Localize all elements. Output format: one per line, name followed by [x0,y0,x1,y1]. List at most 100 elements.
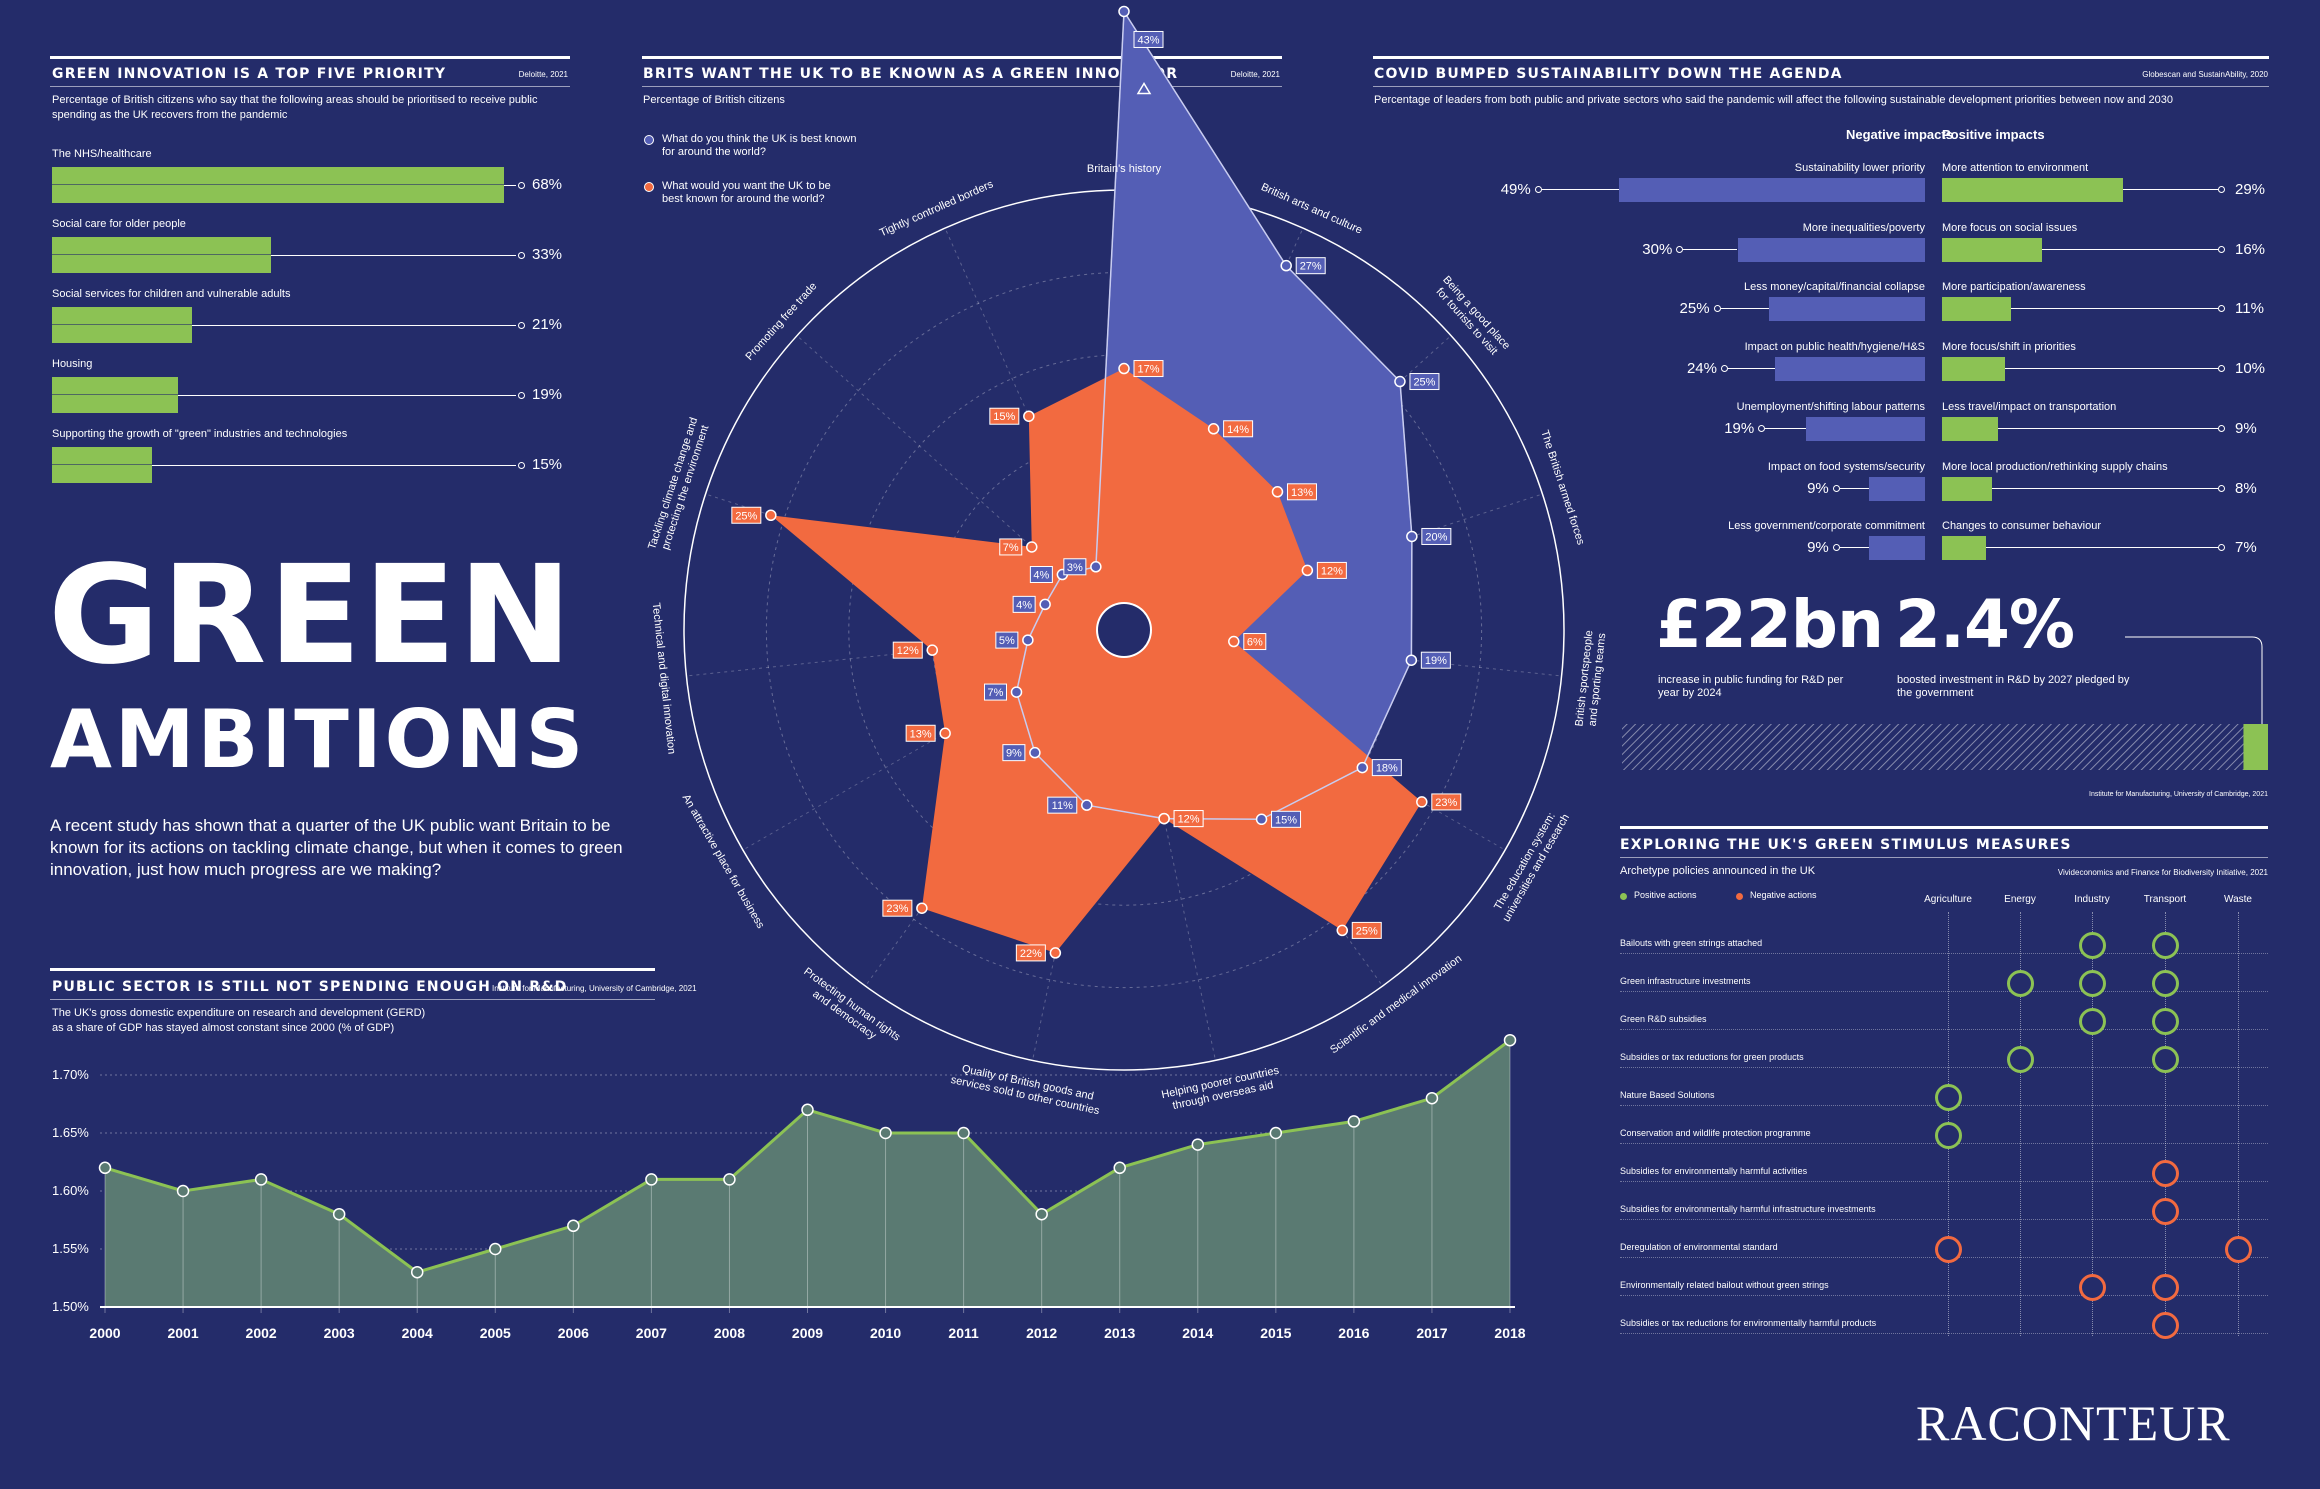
stimulus-positive-marker [2152,1008,2179,1035]
radar-point-want [1207,423,1220,435]
stimulus-column-header: Agriculture [1924,894,1972,905]
radar-value-known-label: 12% [1178,814,1200,826]
radar-category-text: Quality of British goods and [961,1063,1095,1103]
priority-bar-value: 33% [532,246,563,263]
positive-impact-value: 16% [2235,240,2266,258]
area-xtick-label: 2009 [792,1325,823,1341]
stimulus-row-line [1620,1333,2268,1334]
rnd-subtitle-line1: The UK's gross domestic expenditure on r… [52,1007,426,1019]
area-point [98,1161,112,1175]
positive-impact-leader [2010,308,2218,310]
radar-category-label: British arts and culture [1259,181,1364,236]
stimulus-row-label: Conservation and wildlife protection pro… [1620,1128,1811,1138]
radar-category-text: Scientific and medical innovation [1328,953,1464,1057]
area-xtick-label: 2016 [1338,1325,1369,1341]
radar-point-known [1118,5,1130,18]
radar-value-want: 12% [1316,561,1347,579]
radar-grid-ring [930,436,1318,824]
radar-spoke [1151,632,1562,677]
radar-category-label: Tightly controlled borders [878,178,996,239]
positive-impact-dot [2218,365,2225,373]
radar-value-known: 18% [1371,759,1402,777]
stimulus-positive-marker [1935,1122,1962,1149]
stimulus-row-label: Deregulation of environmental standard [1620,1242,1778,1252]
stimulus-row-label: Environmentally related bailout without … [1620,1280,1829,1290]
priority-bar-value: 68% [532,176,563,193]
priority-bar-dot [518,252,525,259]
area-point [801,1103,814,1117]
radar-spoke [944,227,1114,605]
radar-value-want: 17% [1133,360,1164,378]
radar-category-label: Britain's history [1087,163,1162,175]
gdp-connector [2125,636,2263,724]
positive-impact-label: More focus on social issues [1942,221,2078,234]
area-xtick-label: 2018 [1494,1325,1525,1341]
radar-grid-ring [765,271,1483,989]
positive-impact-bar [1942,476,1992,501]
radar-grid-ring [1013,519,1235,741]
rnd-rule [50,968,655,971]
stimulus-positive-marker [2079,970,2106,997]
radar-value-want: 23% [882,899,913,917]
priority-bar-dot [518,182,525,189]
radar-point-want [1118,362,1130,375]
negative-impact-label: Less money/capital/financial collapse [1744,281,1925,294]
negative-impact-leader [1839,487,1869,489]
positive-impact-value: 11% [2235,300,2264,318]
radar-grid-ring [683,189,1565,1071]
positive-impact-label: Changes to consumer behaviour [1942,520,2101,533]
stimulus-column-header: Energy [2004,894,2036,905]
radar-value-known-label: 19% [1425,655,1447,667]
area-xtick-label: 2000 [89,1325,120,1341]
radar-value-want: 6% [1243,633,1267,651]
radar-category-text: protecting the environment [660,424,712,552]
radar-point-want [1271,486,1284,498]
area-point [254,1173,268,1186]
radar-spoke [1147,643,1506,851]
radar-category-label: Promoting free trade [743,280,819,363]
radar-value-known: 7% [983,683,1007,701]
positive-impact-bar [1942,178,2124,202]
radar-point-known [1158,812,1170,825]
radar-value-want-label: 6% [1247,637,1263,649]
stimulus-column-header: Waste [2224,894,2252,905]
covid-subtitle: Percentage of leaders from both public a… [1374,94,2173,106]
positive-impact-dot [2218,305,2225,313]
radar-category-text: Tackling climate change and [646,416,700,551]
stimulus-row-label: Subsidies or tax reductions for green pr… [1620,1052,1804,1062]
radar-point-known [1029,746,1041,759]
priority-source: Deloitte, 2021 [518,70,568,79]
radar-series-known-line [1015,11,1413,821]
radar-value-want-label: 13% [1291,487,1313,499]
radar-category-text: Technical and digital innovation [650,602,678,755]
priority-bar-leader [504,185,516,186]
radar-category-text: for tourists to visit [1434,286,1500,358]
covid-source: Globescan and SustainAbility, 2020 [2142,70,2268,79]
radar-value-known-box [1133,30,1164,48]
negative-impact-dot [1534,186,1542,193]
radar-value-known-box [1029,566,1053,584]
radar-value-want: 12% [892,641,923,659]
radar-value-known: 4% [1029,566,1053,584]
priority-bar-label: Housing [52,358,93,370]
priority-bar-dot [518,322,525,329]
area-point [1035,1207,1048,1221]
priority-bar-divider [52,324,192,325]
radar-value-known-box [983,683,1007,701]
negative-impact-value: 25% [1679,300,1710,318]
positive-impact-label: More participation/awareness [1942,281,2086,294]
radar-value-known: 19% [1420,651,1451,669]
radar-spoke [1144,335,1452,612]
radar-category-text: through overseas aid [1171,1079,1274,1112]
negative-impact-dot [1832,544,1840,552]
priority-bar-divider [52,464,152,465]
stimulus-row-label: Green R&D subsidies [1620,1014,1707,1024]
negative-impact-leader [1683,248,1738,250]
radar-category-text: Promoting free trade [743,280,819,363]
priority-bar-leader [191,325,516,326]
area-xtick-label: 2008 [714,1325,745,1341]
negative-impact-leader [1728,368,1775,370]
area-xtick-label: 2017 [1416,1325,1447,1341]
stimulus-negative-marker [2152,1312,2179,1339]
stat-gdp-label: boosted investment in R&D by 2027 pledge… [1897,674,2130,699]
